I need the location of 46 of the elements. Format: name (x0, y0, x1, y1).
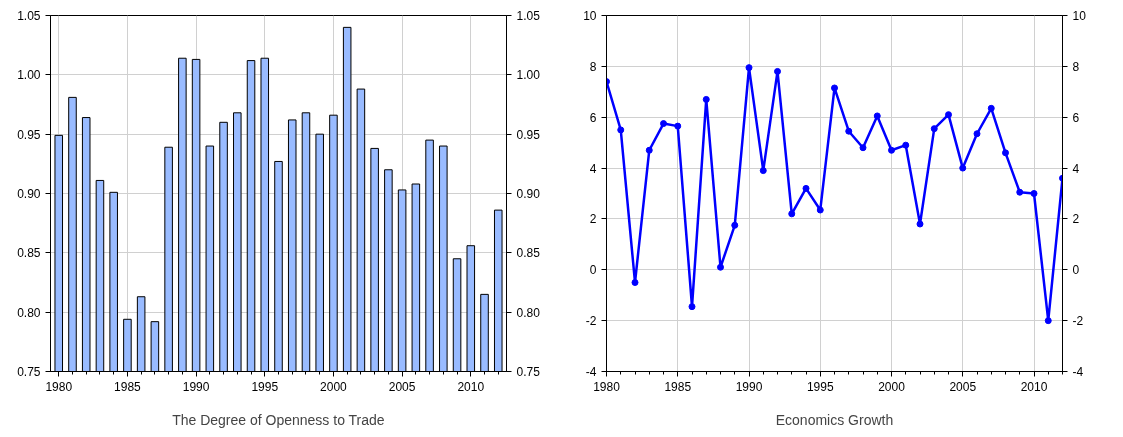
y2-tick-label: -2 (1072, 314, 1084, 329)
y2-tick-label: 10 (1072, 9, 1087, 23)
y2-tick-label: 8 (1072, 59, 1080, 74)
y2-tick-label: 0.95 (516, 127, 541, 142)
y-tick-label: 0.90 (17, 187, 41, 201)
x-tick-label: 2010 (1020, 379, 1048, 394)
y-tick-label: 8 (589, 59, 597, 74)
x-tick-label: 1995 (251, 379, 279, 394)
x-tick-label: 2005 (388, 379, 416, 394)
x-axis-title: The Degree of Openness to Trade (172, 411, 385, 428)
y2-tick-label: 6 (1072, 110, 1080, 125)
y2-tick-label: -4 (1072, 365, 1084, 379)
x-tick-label: 2000 (878, 379, 906, 394)
y2-tick-label: 0 (1072, 263, 1080, 278)
x-tick-label: 1985 (114, 379, 142, 394)
y2-tick-label: 1.05 (516, 9, 541, 23)
y-tick-label: 0.85 (17, 246, 41, 261)
y2-tick-label: 1.00 (516, 68, 541, 83)
x-tick-label: 1995 (806, 379, 834, 394)
y2-tick-label: 0.75 (516, 365, 541, 379)
x-tick-label: 1985 (664, 379, 692, 394)
x-tick-label: 1980 (45, 379, 73, 394)
y-tick-label: 10 (583, 9, 597, 23)
y-tick-label: 6 (589, 110, 597, 125)
x-tick-label: 2010 (457, 379, 485, 394)
y-tick-label: 1.00 (17, 68, 41, 83)
x-tick-label: 1980 (593, 379, 621, 394)
y2-tick-label: 4 (1072, 161, 1080, 176)
y-tick-label: -2 (585, 314, 597, 329)
y-tick-label: 0 (589, 263, 597, 278)
y2-tick-label: 0.90 (516, 187, 541, 201)
y-tick-label: 0.75 (17, 365, 41, 379)
y-tick-label: 2 (589, 212, 597, 227)
x-axis-title: Economics Growth (775, 411, 894, 428)
y2-tick-label: 0.85 (516, 246, 541, 261)
x-tick-label: 1990 (182, 379, 210, 394)
y2-tick-label: 0.80 (516, 305, 541, 320)
y2-tick-label: 2 (1072, 212, 1080, 227)
y-tick-label: 1.05 (17, 9, 41, 23)
y-tick-label: -4 (585, 365, 597, 379)
y-tick-label: 0.80 (17, 305, 41, 320)
y-tick-label: 0.95 (17, 127, 41, 142)
x-tick-label: 1990 (735, 379, 763, 394)
y-tick-label: 4 (589, 161, 597, 176)
x-tick-label: 2000 (320, 379, 348, 394)
x-tick-label: 2005 (949, 379, 977, 394)
